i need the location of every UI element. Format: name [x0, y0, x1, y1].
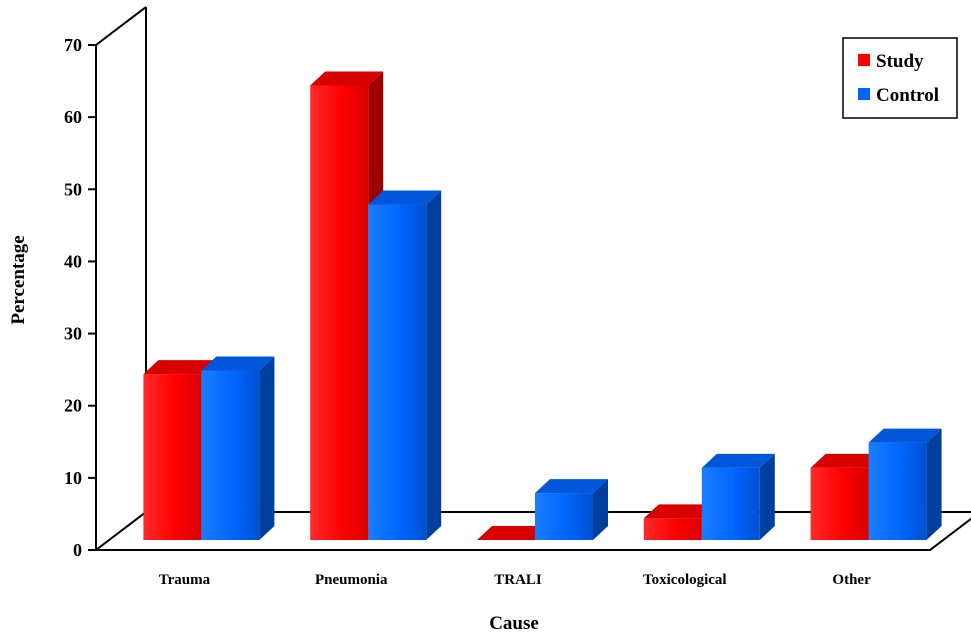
x-tick-label: Trauma — [159, 572, 211, 588]
legend-item-control: Control — [858, 85, 939, 106]
bar-control-toxicological — [701, 453, 775, 540]
legend-item-study: Study — [858, 51, 924, 72]
bar-side-face — [259, 356, 275, 540]
bar-study-trali — [477, 526, 550, 540]
legend-swatch-study — [858, 54, 870, 66]
legend-label-study: Study — [876, 51, 924, 72]
legend: Study Control — [842, 37, 958, 119]
bar-top-face — [143, 360, 217, 375]
bar-front-face — [368, 204, 427, 541]
legend-swatch-control — [858, 88, 870, 100]
bar-control-pneumonia — [368, 190, 442, 541]
bar-top-face — [477, 526, 550, 540]
bar-top-face — [868, 428, 942, 443]
bar-side-face — [426, 190, 442, 541]
bar-top-face — [643, 504, 717, 519]
bar-side-face — [759, 453, 775, 540]
x-axis: Trauma Pneumonia TRALI Toxicological Other — [159, 572, 871, 588]
bar-control-trauma — [201, 356, 275, 540]
bar-front-face — [868, 442, 927, 540]
x-tick-label: TRALI — [494, 572, 542, 588]
bar-top-face — [310, 71, 384, 86]
top-left-edge — [95, 6, 147, 46]
y-tick-label: 10 — [64, 468, 82, 488]
y-tick-label: 0 — [73, 540, 82, 560]
x-tick-label: Other — [832, 572, 871, 588]
bar-side-face — [926, 428, 942, 540]
bar-top-face — [810, 453, 884, 468]
bars-group — [143, 71, 942, 541]
y-tick-label: 70 — [64, 35, 82, 55]
y-axis: 0 10 20 30 40 50 60 70 — [64, 35, 96, 560]
bar-top-face — [201, 356, 275, 371]
legend-box — [842, 37, 958, 119]
bar-control-other — [868, 428, 942, 540]
bar-top-face — [368, 190, 442, 205]
y-tick-label: 60 — [64, 107, 82, 127]
y-tick-label: 40 — [64, 251, 82, 271]
x-tick-label: Pneumonia — [315, 572, 388, 588]
bar-front-face — [201, 370, 260, 540]
bar-front-face — [535, 493, 593, 540]
bar-control-trali — [535, 479, 608, 540]
bar-top-face — [535, 479, 608, 494]
y-tick-label: 20 — [64, 396, 82, 416]
x-axis-title: Cause — [489, 613, 539, 632]
y-tick-label: 30 — [64, 324, 82, 344]
bar-side-face — [593, 479, 608, 540]
y-tick-label: 50 — [64, 179, 82, 199]
bar-front-face — [310, 85, 369, 540]
bar-top-face — [701, 453, 775, 468]
x-tick-label: Toxicological — [643, 572, 727, 588]
bar-front-face — [643, 518, 702, 540]
y-axis-title: Percentage — [8, 235, 29, 324]
bar-front-face — [810, 467, 869, 540]
bar-front-face — [143, 374, 202, 540]
legend-label-control: Control — [876, 85, 939, 106]
bar-front-face — [701, 467, 760, 540]
